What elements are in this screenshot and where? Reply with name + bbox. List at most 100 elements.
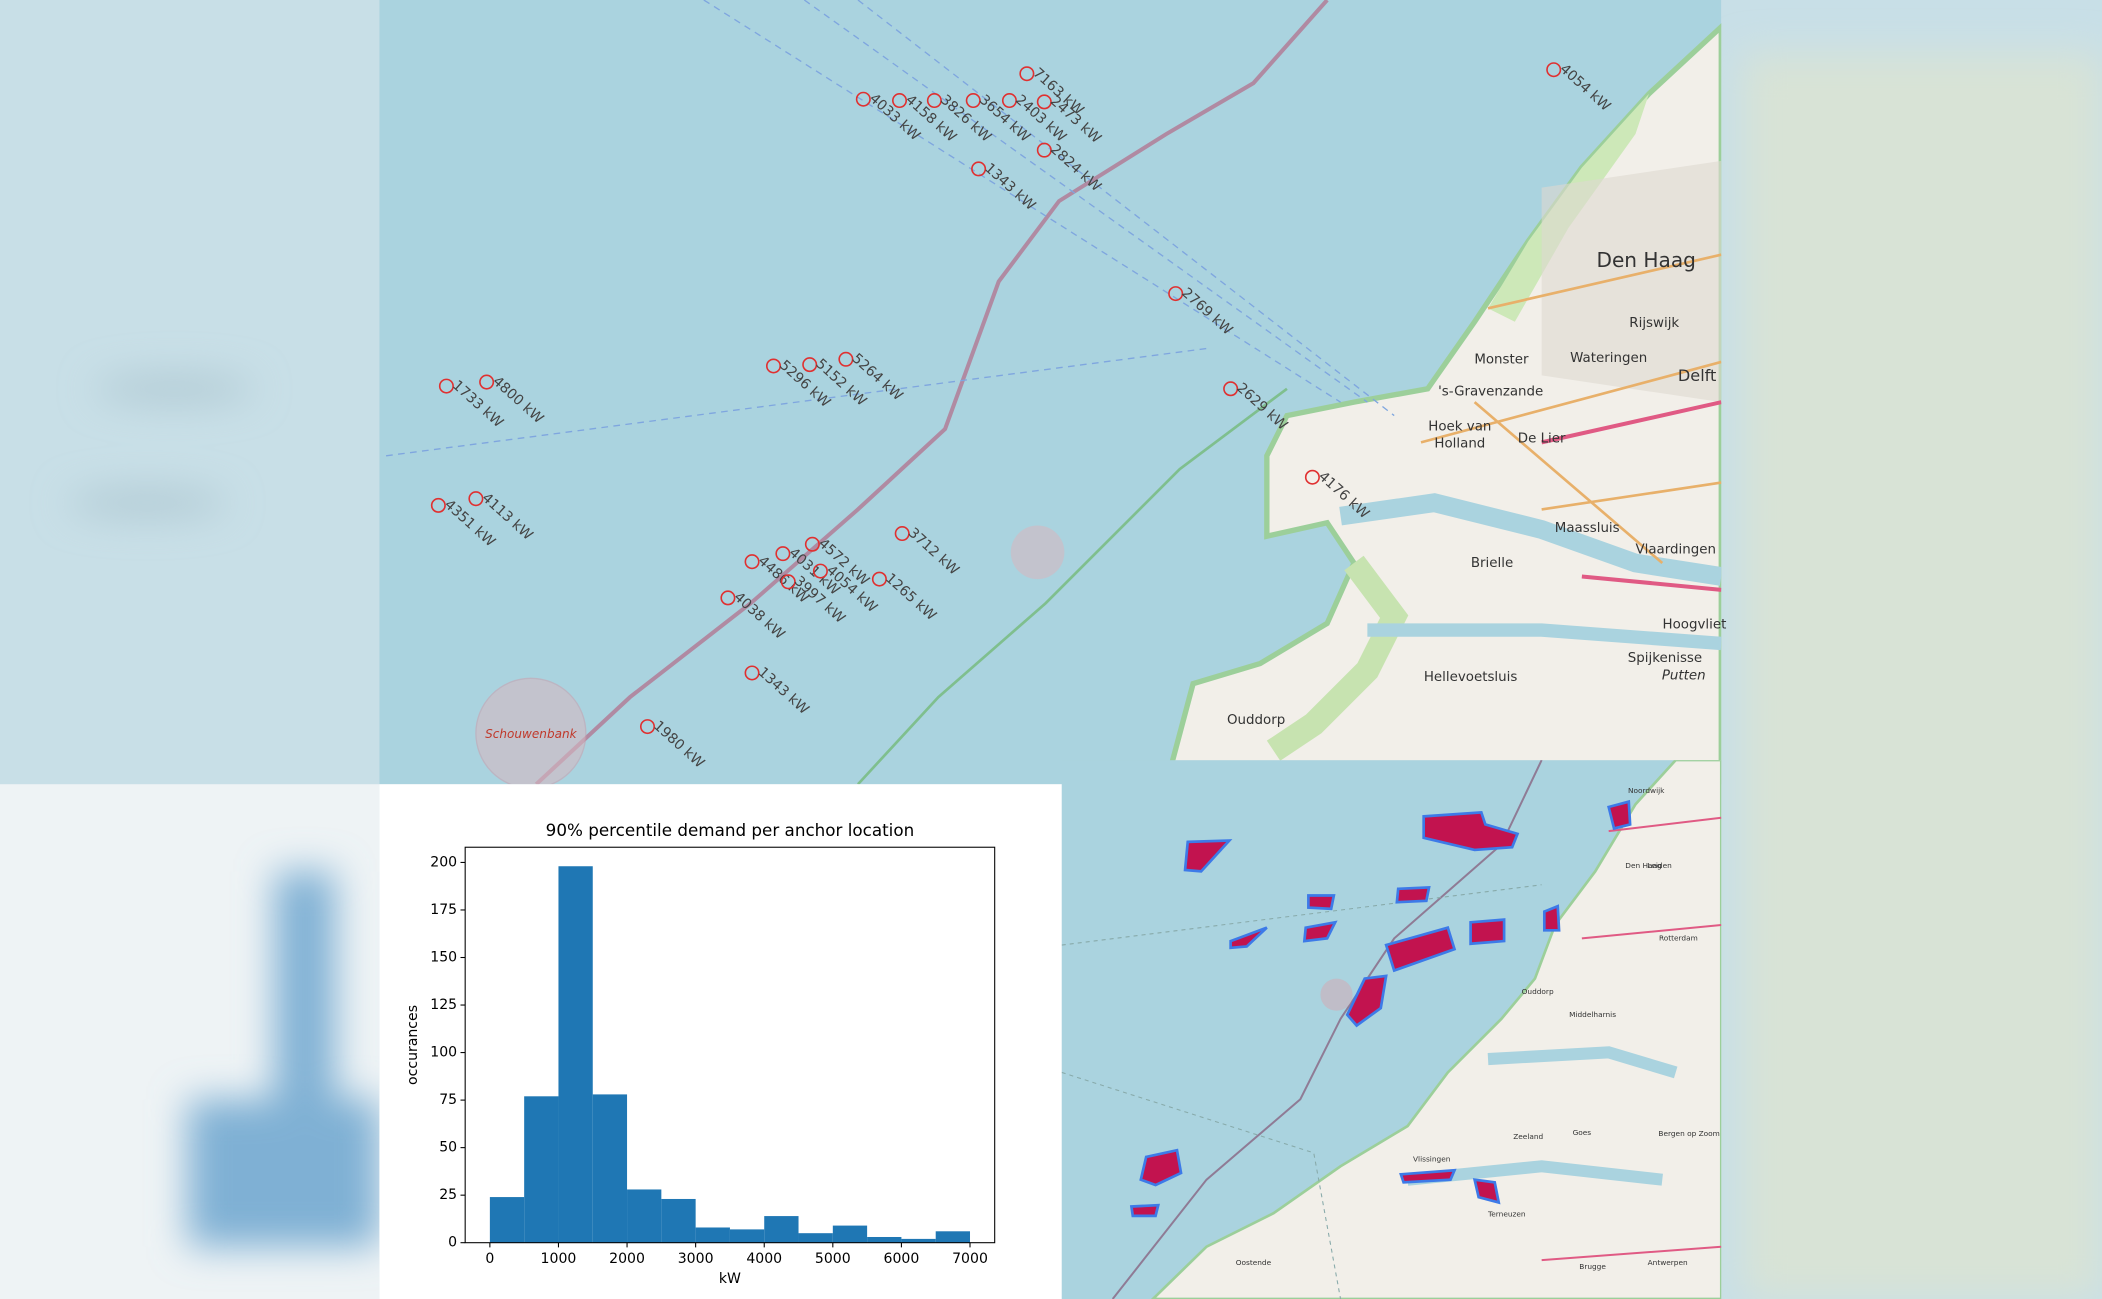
anchor-marker: [1001, 93, 1017, 109]
histogram-bar: [627, 1189, 662, 1243]
histogram-bar: [524, 1096, 559, 1243]
anchor-marker: [720, 590, 736, 606]
place-label: Brielle: [1471, 556, 1513, 571]
anchor-marker: [775, 546, 791, 562]
histogram-bar: [832, 1225, 868, 1243]
anchor-marker: [639, 719, 655, 735]
anchor-marker: [892, 93, 908, 109]
place-label: Putten: [1662, 669, 1706, 684]
inset-place-label: Antwerpen: [1648, 1258, 1688, 1267]
place-label: 's-Gravenzande: [1438, 384, 1543, 399]
y-tick-label: 200: [430, 854, 457, 870]
place-label: Vlaardingen: [1635, 543, 1716, 558]
anchor-marker: [744, 665, 760, 681]
anchor-marker: [838, 351, 854, 367]
histogram-bar: [764, 1216, 799, 1243]
anchor-marker: [812, 563, 828, 579]
histogram-bar: [867, 1236, 902, 1243]
inset-place-label: Goes: [1573, 1128, 1592, 1137]
anchor-marker: [468, 491, 484, 507]
place-label: Spijkenisse: [1628, 651, 1702, 666]
histogram-bar: [729, 1229, 765, 1243]
x-tick-label: 0: [485, 1251, 494, 1267]
place-label: Wateringen: [1570, 351, 1647, 366]
plot-frame: [464, 846, 996, 1244]
histogram-bar: [592, 1094, 628, 1243]
y-tick-label: 125: [430, 997, 457, 1013]
anchor-marker: [744, 554, 760, 570]
anchor-marker: [804, 536, 820, 552]
x-tick-label: 5000: [815, 1251, 851, 1267]
place-label: Monster: [1474, 352, 1529, 367]
histogram-bar: [935, 1231, 971, 1243]
y-tick-label: 0: [448, 1235, 457, 1251]
y-axis-label: occurances: [405, 1005, 421, 1085]
anchor-marker: [855, 91, 871, 107]
anchor-marker: [894, 526, 910, 542]
place-label: Delft: [1678, 366, 1716, 385]
histogram-bar: [558, 866, 593, 1243]
anchor-marker: [871, 571, 887, 587]
top-map: [379, 0, 1722, 785]
place-label: Maassluis: [1555, 521, 1620, 536]
anchor-marker: [1223, 381, 1239, 397]
anchor-marker: [802, 357, 818, 373]
anchor-marker: [1168, 286, 1184, 302]
place-label: Den Haag: [1596, 248, 1695, 272]
inset-place-label: Terneuzen: [1487, 1210, 1526, 1219]
place-label: Ouddorp: [1227, 713, 1285, 728]
place-label: Hellevoetsluis: [1424, 670, 1517, 685]
place-label: Rijswijk: [1629, 316, 1679, 331]
inset-place-label: Ouddorp: [1522, 987, 1554, 996]
inset-place-label: Leiden: [1647, 861, 1672, 870]
inset-place-label: Den Haag: [1625, 861, 1661, 870]
anchor-marker: [965, 93, 981, 109]
x-axis-label: kW: [719, 1271, 741, 1287]
histogram-bar: [798, 1233, 833, 1243]
place-label: De Lier: [1518, 431, 1566, 446]
place-label: Hoek van: [1428, 419, 1491, 434]
inset-place-label: Noordwijk: [1628, 786, 1665, 795]
inset-map: [1061, 760, 1722, 1299]
histogram-panel: [379, 784, 1062, 1299]
inset-place-label: Brugge: [1579, 1262, 1606, 1271]
x-tick-label: 7000: [952, 1251, 988, 1267]
inset-place-label: Middelharnis: [1569, 1010, 1616, 1019]
anchor-marker: [438, 378, 454, 394]
inset-place-label: Vlissingen: [1413, 1155, 1451, 1164]
anchor-marker: [1036, 142, 1052, 158]
inset-place-label: Rotterdam: [1659, 933, 1698, 942]
y-tick-label: 175: [430, 902, 457, 918]
anchor-marker: [1304, 469, 1320, 485]
anchor-marker: [1546, 62, 1562, 78]
inset-place-label: Oostende: [1236, 1258, 1272, 1267]
y-tick-label: 150: [430, 950, 457, 966]
x-tick-label: 6000: [884, 1251, 920, 1267]
anchor-marker: [1019, 66, 1035, 82]
y-tick-label: 75: [439, 1092, 457, 1108]
inset-place-label: Zeeland: [1513, 1132, 1543, 1141]
place-label: Hoogvliet: [1663, 618, 1727, 633]
anchor-marker: [971, 161, 987, 177]
inset-place-label: Bergen op Zoom: [1658, 1129, 1719, 1138]
chart-title: 90% percentile demand per anchor locatio…: [546, 820, 915, 840]
y-tick-label: 50: [439, 1140, 457, 1156]
y-tick-label: 25: [439, 1187, 457, 1203]
place-label: Schouwenbank: [485, 727, 577, 741]
anchor-marker: [430, 497, 446, 513]
histogram-bar: [661, 1198, 696, 1243]
x-tick-label: 3000: [678, 1251, 714, 1267]
histogram-bar: [489, 1197, 525, 1243]
anchor-marker: [479, 374, 495, 390]
place-label: Holland: [1434, 437, 1485, 452]
anchor-marker: [926, 93, 942, 109]
anchor-marker: [1036, 94, 1052, 110]
anchor-marker: [780, 574, 796, 590]
histogram-bar: [695, 1227, 730, 1243]
anchor-marker: [765, 358, 782, 374]
x-tick-label: 2000: [609, 1251, 645, 1267]
x-tick-label: 4000: [746, 1251, 782, 1267]
y-tick-label: 100: [430, 1045, 457, 1061]
